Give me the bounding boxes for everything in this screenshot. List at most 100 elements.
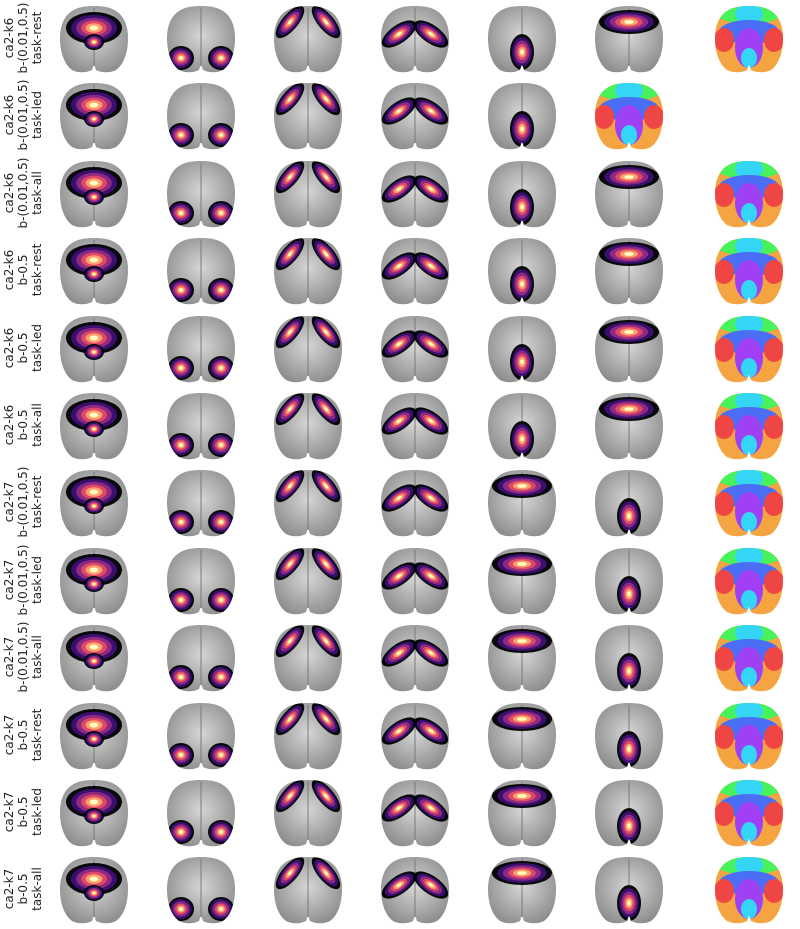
- brain-map: [270, 776, 346, 848]
- brain-map: [484, 234, 560, 306]
- brain-map: [591, 157, 667, 229]
- row-label-line: b-(0.01,0.5): [16, 544, 30, 616]
- row-label-line: b-(0.01,0.5): [16, 2, 30, 74]
- brain-heatmap-image: [488, 6, 556, 73]
- brain-heatmap-image: [381, 161, 449, 228]
- figure-row: ca2-k6 b-0.5 task-all: [0, 387, 800, 464]
- brain-heatmap-image: [274, 548, 342, 615]
- brain-heatmap-image: [595, 548, 663, 615]
- brain-map: [163, 853, 239, 925]
- brain-heatmap-image: [488, 548, 556, 615]
- row-label-line: task-all: [30, 635, 44, 679]
- brain-heatmap-image: [381, 703, 449, 770]
- brain-map: [484, 466, 560, 538]
- row-label-line: task-all: [30, 867, 44, 911]
- brain-heatmap-image: [167, 703, 235, 770]
- brain-heatmap-image: [595, 161, 663, 228]
- row-label-line: task-all: [30, 171, 44, 215]
- brain-heatmap-image: [60, 625, 128, 692]
- brain-heatmap-image: [60, 161, 128, 228]
- row-label-line: task-led: [30, 324, 44, 372]
- brain-map: [377, 2, 453, 74]
- brain-map: [270, 2, 346, 74]
- row-label: ca2-k6 b-0.5 task-led: [0, 310, 46, 387]
- brain-map: [484, 544, 560, 616]
- brain-map: [56, 544, 132, 616]
- brain-map: [270, 699, 346, 771]
- brain-map: [56, 157, 132, 229]
- brain-map: [377, 466, 453, 538]
- brain-heatmap-image: [167, 238, 235, 305]
- brain-heatmap-image: [595, 316, 663, 383]
- parcellation-image: [715, 625, 783, 692]
- brain-map: [591, 234, 667, 306]
- row-label: ca2-k7 b-0.5 task-all: [0, 851, 46, 928]
- brain-map: [484, 312, 560, 384]
- brain-map: [163, 544, 239, 616]
- row-label-line: b-0.5: [16, 409, 30, 441]
- brain-heatmap-image: [595, 6, 663, 73]
- parcellation-map: [711, 776, 787, 848]
- brain-heatmap-image: [167, 470, 235, 537]
- brain-heatmap-image: [488, 625, 556, 692]
- brain-heatmap-image: [381, 6, 449, 73]
- parcellation-map: [711, 312, 787, 384]
- brain-map: [591, 544, 667, 616]
- brain-heatmap-image: [60, 548, 128, 615]
- brain-map: [484, 79, 560, 151]
- row-label: ca2-k6 b-(0.01,0.5) task-all: [0, 155, 46, 232]
- row-label-line: task-rest: [30, 243, 44, 297]
- row-label-line: b-0.5: [16, 332, 30, 364]
- brain-heatmap-image: [381, 316, 449, 383]
- row-label: ca2-k6 b-(0.01,0.5) task-rest: [0, 0, 46, 77]
- brain-heatmap-image: [167, 625, 235, 692]
- row-label-line: ca2-k7: [2, 791, 16, 833]
- brain-heatmap-image: [274, 238, 342, 305]
- brain-heatmap-image: [167, 857, 235, 924]
- brain-heatmap-image: [488, 316, 556, 383]
- row-label-line: b-0.5: [16, 254, 30, 286]
- brain-heatmap-image: [274, 625, 342, 692]
- row-label-line: ca2-k6: [2, 327, 16, 369]
- brain-map: [270, 312, 346, 384]
- brain-heatmap-image: [60, 393, 128, 460]
- row-label-line: b-0.5: [16, 719, 30, 751]
- brain-heatmap-image: [381, 548, 449, 615]
- brain-heatmap-image: [274, 316, 342, 383]
- brain-map: [377, 79, 453, 151]
- figure-row: ca2-k7 b-(0.01,0.5) task-all: [0, 619, 800, 696]
- brain-map: [377, 544, 453, 616]
- figure-row: ca2-k6 b-0.5 task-led: [0, 310, 800, 387]
- parcellation-image: [595, 83, 663, 150]
- row-label-line: task-all: [30, 403, 44, 447]
- brain-map: [163, 2, 239, 74]
- row-label-line: task-led: [30, 91, 44, 139]
- parcellation-map: [711, 157, 787, 229]
- row-label-line: ca2-k6: [2, 172, 16, 214]
- row-label-line: ca2-k7: [2, 636, 16, 678]
- parcellation-image: [715, 161, 783, 228]
- brain-map: [270, 853, 346, 925]
- brain-map: [163, 234, 239, 306]
- figure-row: ca2-k6 b-(0.01,0.5) task-rest: [0, 0, 800, 77]
- brain-heatmap-image: [60, 470, 128, 537]
- brain-heatmap-image: [274, 470, 342, 537]
- brain-heatmap-image: [60, 857, 128, 924]
- brain-map: [377, 234, 453, 306]
- parcellation-map: [711, 699, 787, 771]
- row-label-line: b-(0.01,0.5): [16, 79, 30, 151]
- brain-map: [163, 466, 239, 538]
- brain-heatmap-image: [167, 393, 235, 460]
- row-label-line: ca2-k7: [2, 714, 16, 756]
- figure-row: ca2-k6 b-(0.01,0.5) task-all: [0, 155, 800, 232]
- parcellation-image: [715, 703, 783, 770]
- parcellation-map: [711, 853, 787, 925]
- figure-row: ca2-k7 b-0.5 task-led: [0, 774, 800, 851]
- row-label-line: ca2-k6: [2, 94, 16, 136]
- brain-map: [270, 234, 346, 306]
- brain-map: [484, 2, 560, 74]
- brain-map: [56, 621, 132, 693]
- brain-map: [591, 389, 667, 461]
- brain-heatmap-image: [167, 6, 235, 73]
